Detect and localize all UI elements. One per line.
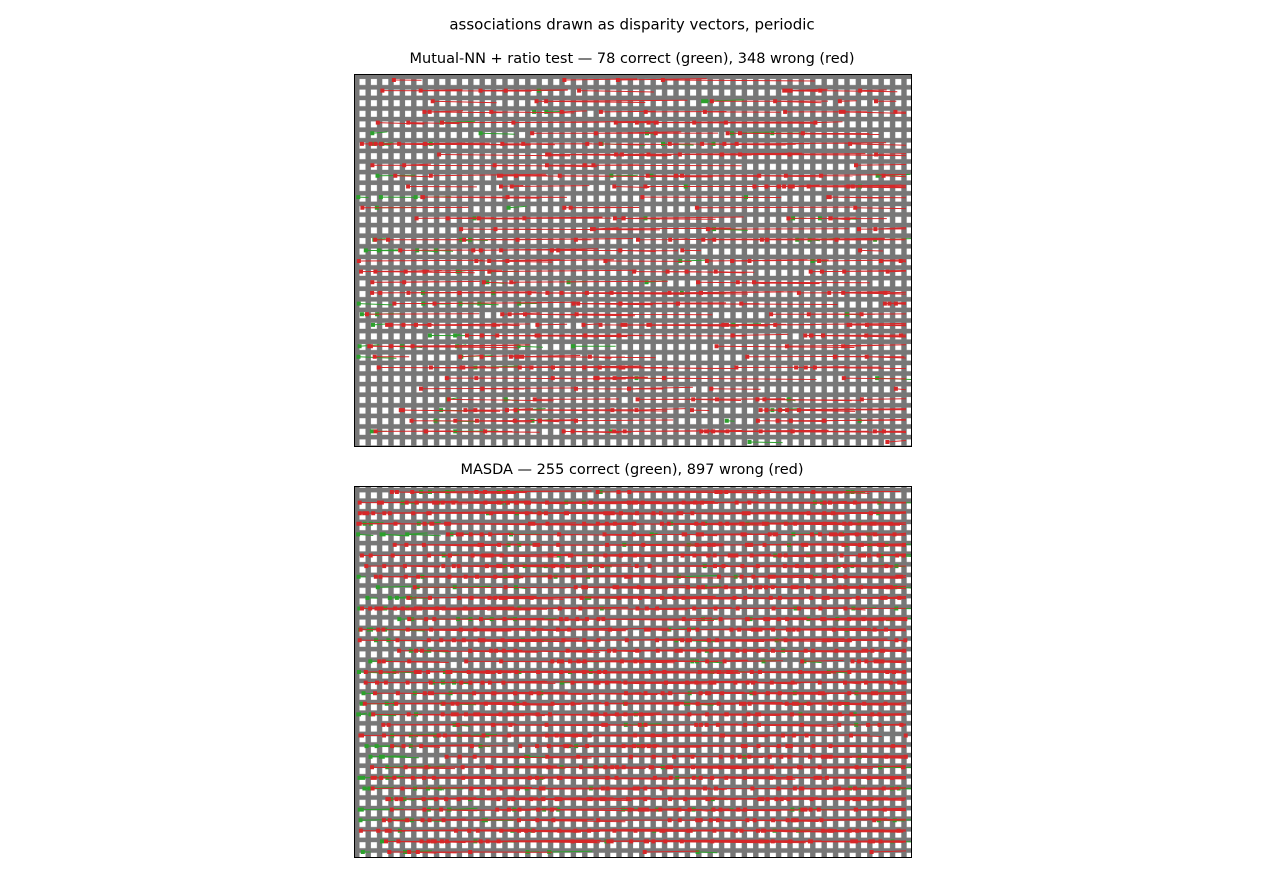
- panel-title: Mutual-NN + ratio test — 78 correct (gre…: [410, 51, 855, 67]
- disparity-vectors: [358, 78, 907, 443]
- figure-title: associations drawn as disparity vectors,…: [449, 16, 814, 34]
- panel-title: MASDA — 255 correct (green), 897 wrong (…: [460, 462, 803, 478]
- disparity-vectors: [358, 490, 907, 854]
